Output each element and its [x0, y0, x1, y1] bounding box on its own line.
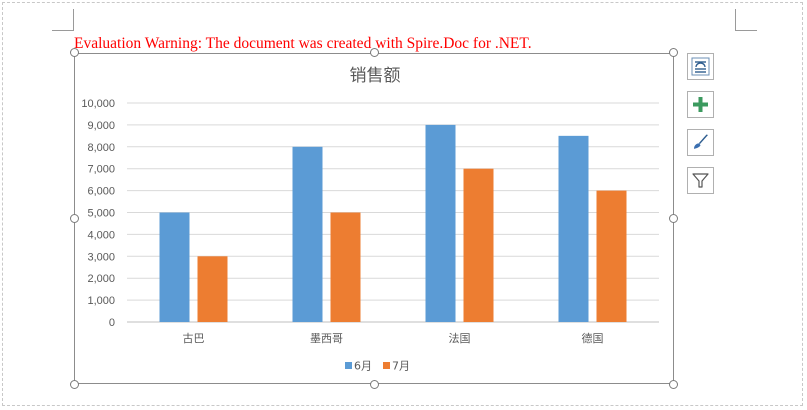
y-tick-label: 0: [109, 317, 115, 329]
resize-handle-bottom-left[interactable]: [70, 380, 79, 389]
x-tick-label: 墨西哥: [310, 332, 343, 345]
x-tick-label: 古巴: [183, 332, 205, 345]
bar[interactable]: [425, 124, 456, 323]
crop-mark-top-right: [735, 9, 736, 31]
chart-title: 销售额: [350, 66, 401, 86]
crop-mark-top-left: [52, 30, 74, 31]
bar[interactable]: [558, 135, 589, 322]
paintbrush-icon: [694, 134, 708, 149]
resize-handle-top-center[interactable]: [370, 48, 379, 57]
legend-label: 7月: [392, 360, 410, 373]
layout-options-button[interactable]: [687, 53, 714, 80]
y-tick-label: 9,000: [87, 120, 115, 132]
resize-handle-top-right[interactable]: [669, 48, 678, 57]
crop-mark-top-right: [735, 30, 757, 31]
crop-mark-top-left: [73, 9, 74, 31]
x-tick-label: 德国: [582, 331, 604, 345]
bar[interactable]: [330, 212, 361, 323]
bar[interactable]: [596, 190, 627, 322]
chart-elements-button[interactable]: [687, 91, 714, 118]
legend-swatch: [345, 362, 352, 369]
resize-handle-bottom-right[interactable]: [669, 380, 678, 389]
resize-handle-middle-left[interactable]: [70, 214, 79, 223]
y-tick-label: 6,000: [87, 186, 115, 198]
resize-handle-bottom-center[interactable]: [370, 380, 379, 389]
chart-filters-button[interactable]: [687, 167, 714, 194]
y-tick-label: 1,000: [87, 295, 115, 307]
y-tick-label: 3,000: [87, 251, 115, 263]
y-tick-label: 7,000: [87, 164, 115, 176]
filter-icon: [692, 173, 709, 188]
legend-label: 6月: [354, 360, 372, 373]
y-tick-label: 5,000: [87, 208, 115, 220]
resize-handle-top-left[interactable]: [70, 48, 79, 57]
bar[interactable]: [292, 146, 323, 322]
layout-options-icon: [691, 57, 710, 76]
resize-handle-middle-right[interactable]: [669, 214, 678, 223]
y-tick-label: 2,000: [87, 273, 115, 285]
plus-icon: [693, 97, 708, 112]
chart-styles-button[interactable]: [687, 129, 714, 156]
evaluation-warning: Evaluation Warning: The document was cre…: [74, 35, 532, 52]
bar[interactable]: [463, 168, 494, 322]
bar[interactable]: [159, 212, 190, 323]
legend-swatch: [383, 362, 390, 369]
x-tick-label: 法国: [449, 331, 471, 345]
y-tick-label: 8,000: [87, 142, 115, 154]
bar[interactable]: [197, 256, 228, 322]
y-tick-label: 10,000: [81, 98, 115, 110]
y-tick-label: 4,000: [87, 229, 115, 241]
document-page: [2, 2, 803, 406]
